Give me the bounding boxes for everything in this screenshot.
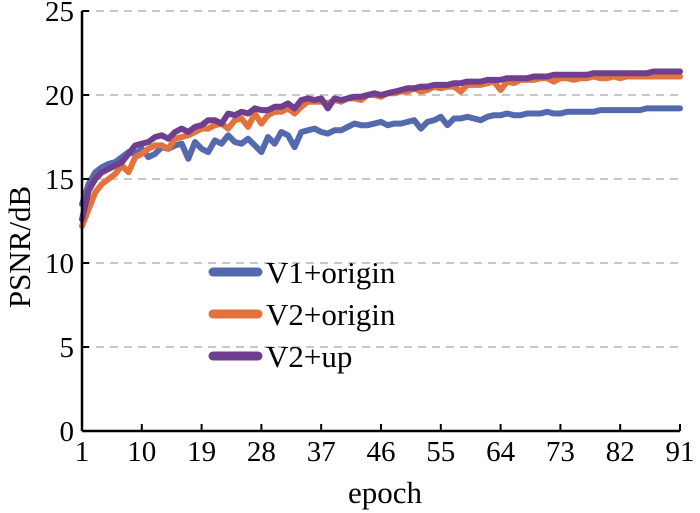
x-tick-label: 73 bbox=[546, 436, 575, 468]
x-tick-label: 91 bbox=[666, 436, 695, 468]
x-tick-label: 1 bbox=[75, 436, 90, 468]
x-tick-label: 19 bbox=[187, 436, 216, 468]
x-tick-label: 55 bbox=[426, 436, 455, 468]
y-tick-label: 0 bbox=[60, 416, 75, 448]
tick-layer: 0 5 10 15 20 25 1 10 19 28 37 46 55 64 73 82 91 bbox=[45, 0, 695, 468]
y-tick-label: 5 bbox=[60, 332, 75, 364]
legend-label: V1+origin bbox=[266, 255, 396, 290]
series-line-V2+origin bbox=[79, 73, 683, 229]
y-tick-label: 15 bbox=[45, 164, 74, 196]
y-tick-label: 25 bbox=[45, 0, 74, 28]
x-tick-label: 28 bbox=[247, 436, 276, 468]
series-line-V1+origin bbox=[79, 105, 683, 208]
legend: V1+origin V2+origin V2+up bbox=[208, 255, 396, 374]
legend-label: V2+up bbox=[266, 339, 352, 374]
series-line-V2+up bbox=[79, 68, 683, 223]
legend-label: V2+origin bbox=[266, 297, 396, 332]
y-tick-label: 10 bbox=[45, 248, 74, 280]
x-tick-label: 46 bbox=[367, 436, 396, 468]
x-tick-label: 64 bbox=[486, 436, 516, 468]
y-tick-label: 20 bbox=[45, 80, 74, 112]
y-axis-title: PSNR/dB bbox=[2, 186, 37, 308]
series-layer bbox=[79, 68, 683, 229]
x-axis-title: epoch bbox=[348, 475, 423, 510]
x-tick-label: 37 bbox=[307, 436, 336, 468]
x-tick-label: 10 bbox=[127, 436, 156, 468]
x-tick-label: 82 bbox=[606, 436, 635, 468]
